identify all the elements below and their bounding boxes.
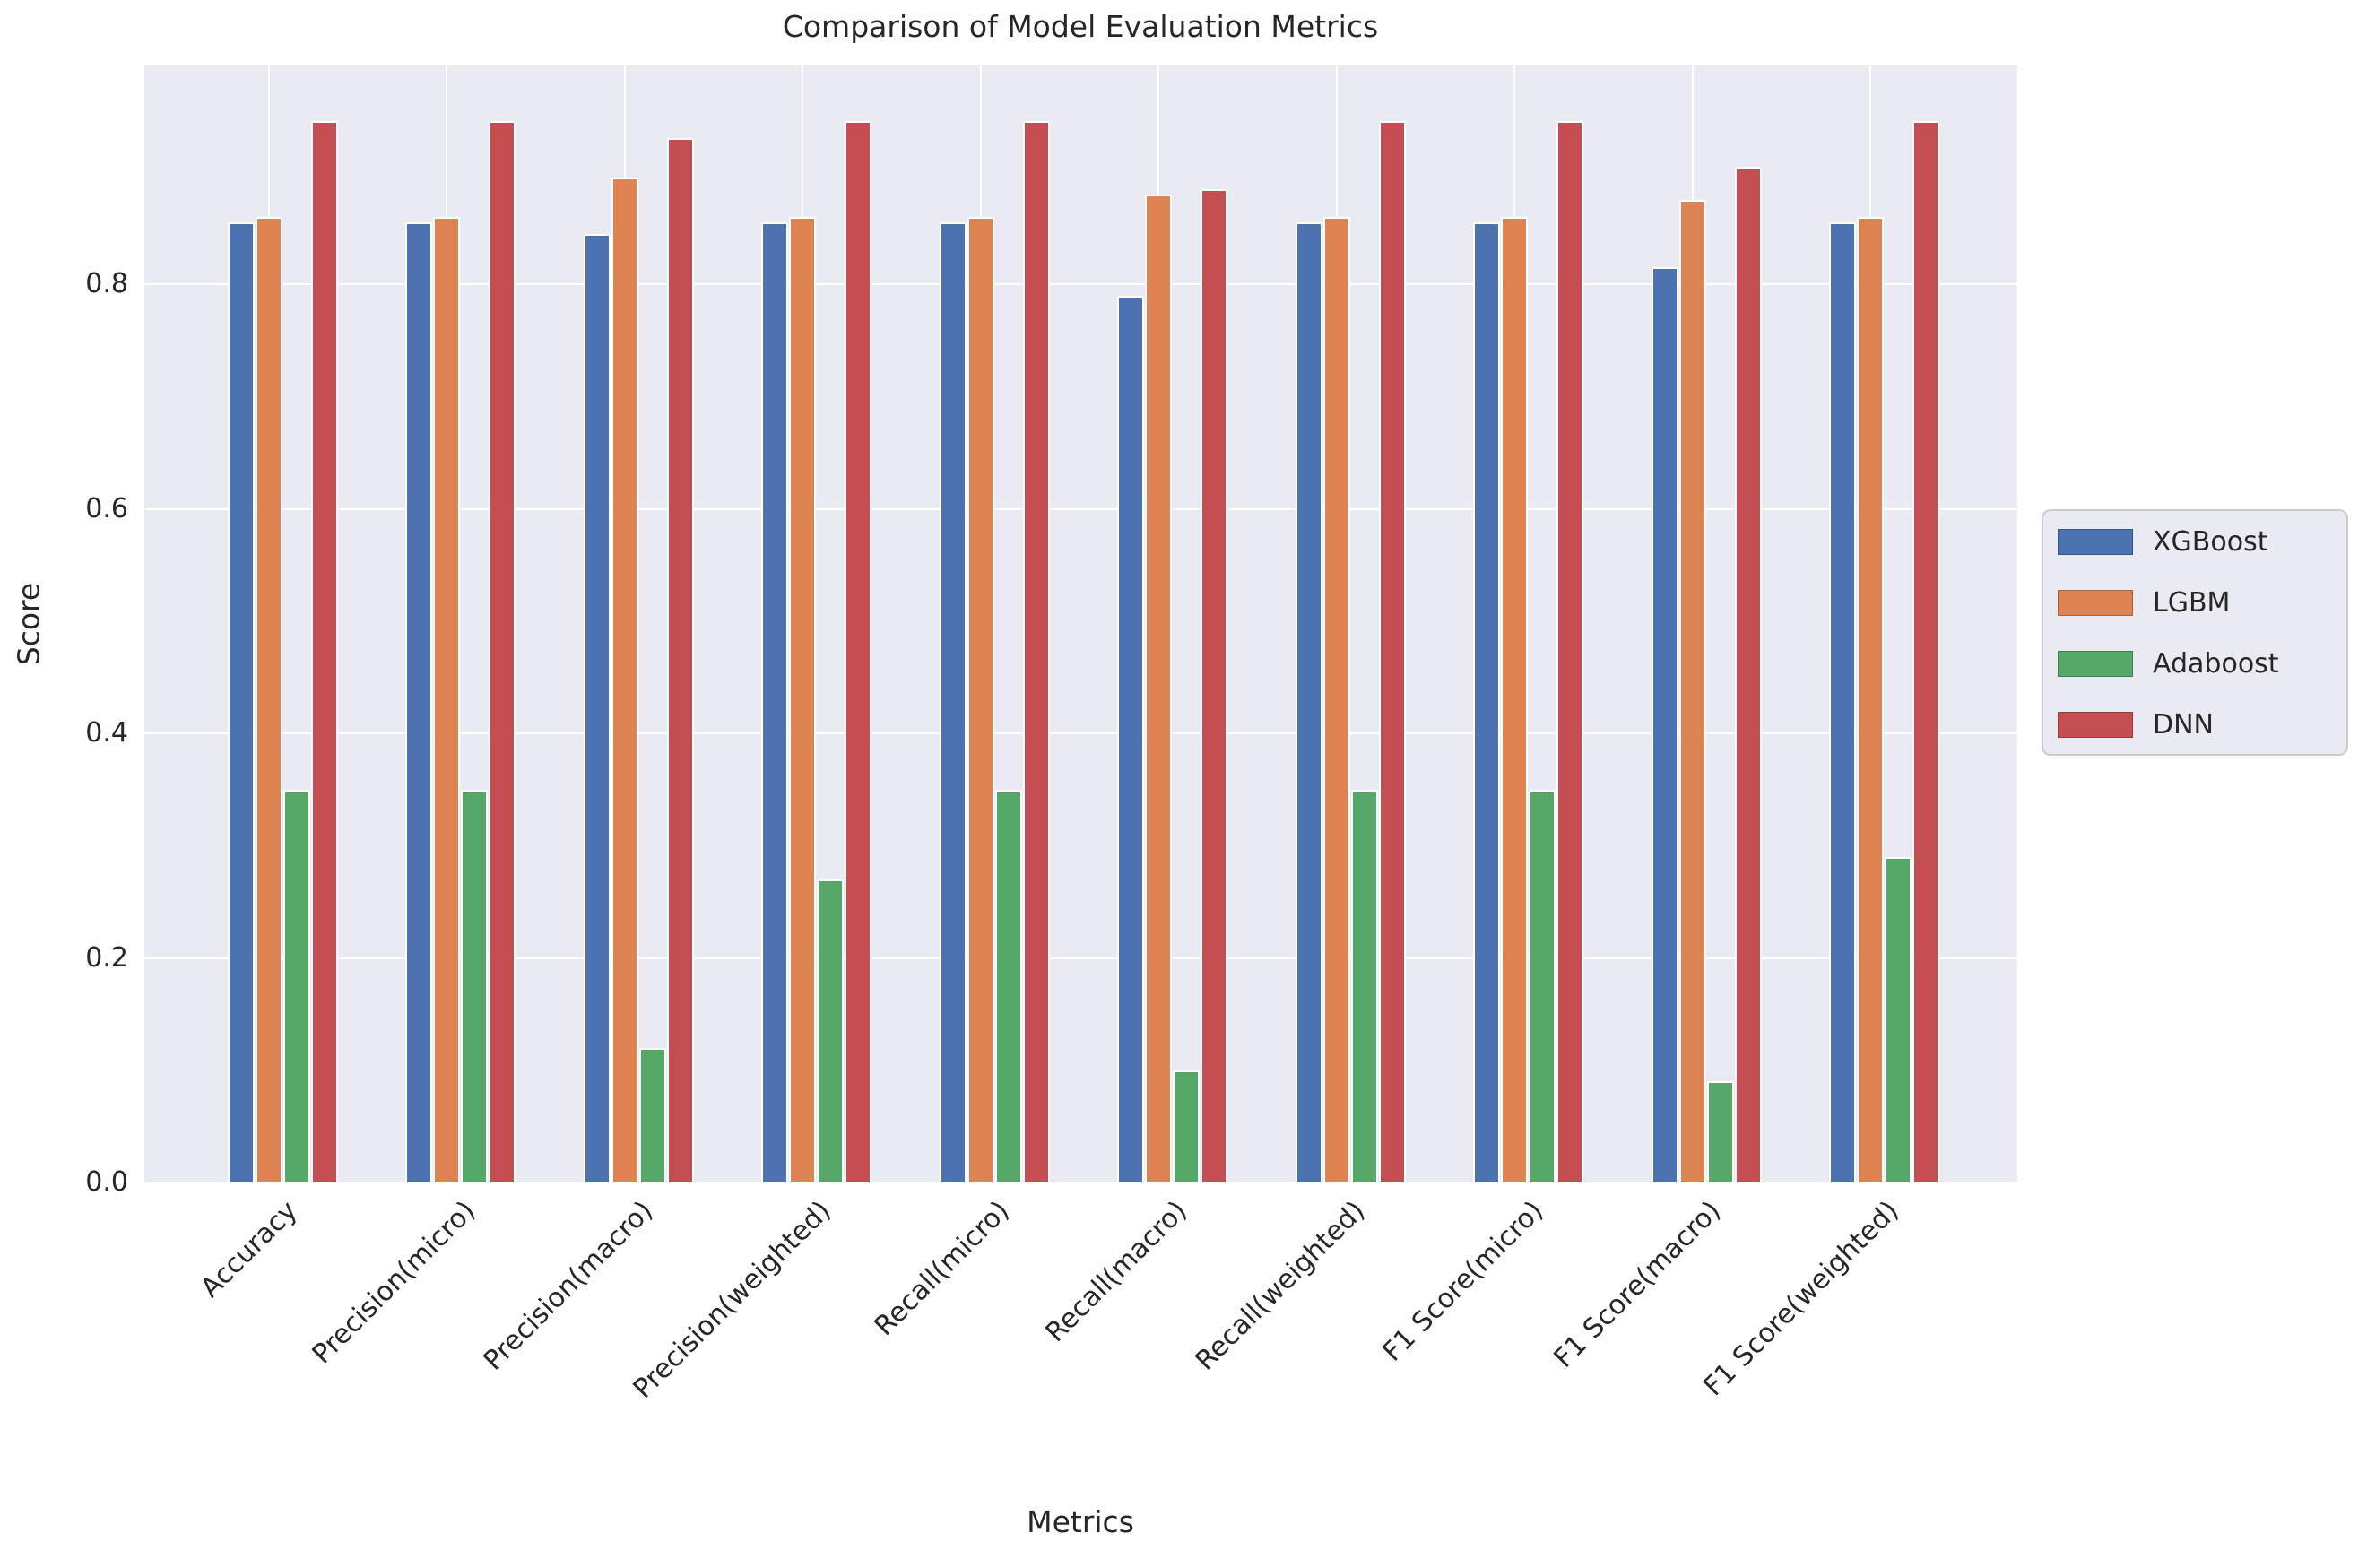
bar-adaboost-precision-micro- [461, 789, 488, 1182]
bar-adaboost-accuracy [282, 789, 310, 1182]
h-gridline [144, 507, 2017, 510]
chart-title: Comparison of Model Evaluation Metrics [782, 9, 1379, 44]
x-tick-label: Accuracy [194, 1195, 304, 1304]
bar-lgbm-f1-score-macro- [1678, 200, 1706, 1182]
x-tick-label: F1 Score(micro) [1376, 1195, 1549, 1368]
bar-lgbm-f1-score-weighted- [1857, 216, 1884, 1182]
x-tick-label: Recall(micro) [868, 1195, 1016, 1343]
bar-dnn-recall-weighted- [1378, 121, 1406, 1182]
bar-lgbm-recall-weighted- [1322, 216, 1350, 1182]
h-gridline [144, 283, 2017, 285]
x-axis-label: Metrics [1027, 1504, 1134, 1539]
legend-label: LGBM [2153, 587, 2231, 619]
legend-label: DNN [2153, 709, 2214, 741]
legend-swatch-adaboost [2058, 651, 2133, 677]
bar-adaboost-recall-macro- [1173, 1070, 1200, 1182]
bar-dnn-f1-score-macro- [1734, 166, 1762, 1182]
bar-dnn-recall-macro- [1201, 188, 1227, 1182]
bar-adaboost-f1-score-micro- [1529, 789, 1556, 1182]
legend-swatch-lgbm [2058, 590, 2133, 616]
bar-xgboost-precision-weighted- [761, 222, 788, 1182]
bar-adaboost-recall-micro- [994, 789, 1022, 1182]
bar-dnn-accuracy [310, 121, 338, 1182]
bar-dnn-precision-micro- [489, 121, 516, 1182]
y-tick-label: 0.4 [85, 717, 128, 749]
x-tick-label: F1 Score(macro) [1548, 1195, 1728, 1374]
bar-adaboost-precision-macro- [638, 1047, 666, 1182]
bar-dnn-f1-score-micro- [1556, 121, 1583, 1182]
bar-lgbm-precision-macro- [611, 178, 638, 1182]
bar-lgbm-accuracy [255, 216, 282, 1182]
y-tick-label: 0.2 [85, 941, 128, 974]
y-tick-label: 0.0 [85, 1166, 128, 1198]
bar-adaboost-precision-weighted- [817, 879, 844, 1182]
bar-xgboost-accuracy [227, 222, 255, 1182]
x-tick-label: Recall(weighted) [1189, 1195, 1372, 1377]
plot-area [144, 65, 2017, 1182]
bar-xgboost-recall-macro- [1117, 295, 1144, 1182]
bar-lgbm-precision-weighted- [789, 216, 816, 1182]
bar-lgbm-precision-micro- [433, 216, 460, 1182]
bar-xgboost-precision-macro- [583, 233, 611, 1182]
bar-adaboost-f1-score-weighted- [1885, 856, 1912, 1182]
x-tick-label: Precision(weighted) [627, 1195, 837, 1405]
bar-adaboost-f1-score-macro- [1706, 1081, 1734, 1182]
h-gridline [144, 957, 2017, 959]
legend-entry-dnn: DNN [2058, 709, 2328, 741]
legend: XGBoost LGBM Adaboost DNN [2042, 509, 2348, 756]
legend-swatch-xgboost [2058, 529, 2133, 555]
legend-swatch-dnn [2058, 712, 2133, 738]
bar-lgbm-recall-micro- [967, 216, 994, 1182]
y-tick-label: 0.6 [85, 492, 128, 524]
legend-entry-adaboost: Adaboost [2058, 648, 2328, 680]
bar-adaboost-recall-weighted- [1350, 789, 1378, 1182]
bar-dnn-f1-score-weighted- [1912, 121, 1939, 1182]
bar-xgboost-f1-score-micro- [1473, 222, 1500, 1182]
bar-lgbm-f1-score-micro- [1501, 216, 1528, 1182]
h-gridline [144, 732, 2017, 734]
x-tick-label: Precision(macro) [477, 1195, 660, 1377]
x-tick-label: Recall(macro) [1039, 1195, 1193, 1349]
y-axis-label: Score [11, 582, 47, 666]
legend-label: XGBoost [2153, 526, 2268, 558]
bar-lgbm-recall-macro- [1145, 194, 1172, 1182]
bar-dnn-precision-macro- [666, 138, 694, 1182]
x-tick-label: Precision(micro) [306, 1195, 481, 1371]
legend-entry-xgboost: XGBoost [2058, 526, 2328, 558]
legend-label: Adaboost [2153, 648, 2279, 680]
bar-dnn-recall-micro- [1022, 121, 1050, 1182]
y-tick-label: 0.8 [85, 268, 128, 299]
bar-dnn-precision-weighted- [845, 121, 871, 1182]
bar-xgboost-f1-score-weighted- [1829, 222, 1856, 1182]
bar-xgboost-recall-micro- [939, 222, 967, 1182]
x-tick-label: F1 Score(weighted) [1697, 1195, 1905, 1403]
bar-xgboost-recall-weighted- [1295, 222, 1322, 1182]
bar-xgboost-precision-micro- [405, 222, 432, 1182]
bar-xgboost-f1-score-macro- [1651, 267, 1678, 1182]
legend-entry-lgbm: LGBM [2058, 587, 2328, 619]
